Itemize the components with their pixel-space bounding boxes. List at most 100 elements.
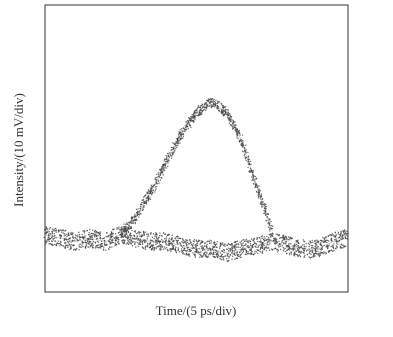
trace-dot [61, 232, 62, 233]
trace-dot [324, 237, 325, 238]
trace-dot [283, 242, 284, 243]
trace-dot [181, 130, 182, 131]
trace-dot [251, 238, 252, 239]
trace-dot [264, 240, 265, 241]
trace-dot [171, 147, 172, 148]
trace-dot [145, 246, 146, 247]
trace-dot [112, 233, 113, 234]
trace-dot [142, 199, 143, 200]
trace-dot [173, 245, 174, 246]
trace-dot [307, 249, 308, 250]
trace-dot [144, 235, 145, 236]
trace-dot [55, 244, 56, 245]
trace-dot [252, 179, 253, 180]
trace-dot [64, 243, 65, 244]
trace-dot [143, 248, 144, 249]
trace-dot [124, 230, 125, 231]
trace-dot [160, 244, 161, 245]
trace-dot [164, 234, 165, 235]
trace-dot [274, 248, 275, 249]
trace-dot [114, 245, 115, 246]
trace-dot [137, 232, 138, 233]
trace-dot [187, 240, 188, 241]
trace-dot [52, 233, 53, 234]
trace-dot [298, 245, 299, 246]
trace-dot [154, 238, 155, 239]
trace-dot [246, 240, 247, 241]
trace-dot [275, 248, 276, 249]
trace-dot [296, 246, 297, 247]
trace-dot [116, 228, 117, 229]
trace-dot [175, 148, 176, 149]
trace-dot [167, 153, 168, 154]
trace-dot [264, 248, 265, 249]
trace-dot [327, 246, 328, 247]
trace-dot [266, 250, 267, 251]
trace-dot [208, 254, 209, 255]
trace-dot [54, 244, 55, 245]
trace-dot [309, 246, 310, 247]
trace-dot [257, 241, 258, 242]
trace-dot [60, 242, 61, 243]
trace-dot [306, 250, 307, 251]
trace-dot [201, 112, 202, 113]
trace-dot [217, 251, 218, 252]
trace-dot [211, 240, 212, 241]
trace-dot [278, 234, 279, 235]
trace-dot [270, 221, 271, 222]
trace-dot [63, 245, 64, 246]
trace-dot [241, 245, 242, 246]
trace-dot [205, 102, 206, 103]
trace-dot [326, 240, 327, 241]
trace-dot [169, 238, 170, 239]
trace-dot [148, 189, 149, 190]
trace-dot [149, 243, 150, 244]
trace-dot [127, 223, 128, 224]
trace-dot [221, 254, 222, 255]
trace-dot [176, 147, 177, 148]
trace-dot [154, 248, 155, 249]
trace-dot [100, 235, 101, 236]
trace-dot [124, 242, 125, 243]
trace-dot [202, 255, 203, 256]
trace-dot [343, 246, 344, 247]
trace-dot [189, 249, 190, 250]
trace-dot [101, 246, 102, 247]
trace-dot [233, 122, 234, 123]
trace-dot [173, 151, 174, 152]
trace-dot [138, 243, 139, 244]
trace-dot [275, 234, 276, 235]
trace-dot [316, 244, 317, 245]
trace-dot [161, 177, 162, 178]
trace-dot [199, 252, 200, 253]
trace-dot [177, 247, 178, 248]
trace-dot [200, 254, 201, 255]
trace-dot [256, 177, 257, 178]
trace-dot [167, 166, 168, 167]
trace-dot [48, 241, 49, 242]
trace-dot [252, 170, 253, 171]
trace-dot [254, 251, 255, 252]
trace-dot [266, 236, 267, 237]
trace-dot [337, 244, 338, 245]
trace-dot [214, 106, 215, 107]
trace-dot [248, 253, 249, 254]
trace-dot [266, 245, 267, 246]
trace-dot [224, 106, 225, 107]
trace-dot [310, 241, 311, 242]
trace-dot [88, 232, 89, 233]
trace-dot [234, 254, 235, 255]
trace-dot [117, 239, 118, 240]
trace-dot [319, 255, 320, 256]
trace-dot [49, 238, 50, 239]
trace-dot [154, 249, 155, 250]
trace-dot [283, 239, 284, 240]
trace-dot [130, 241, 131, 242]
trace-dot [151, 245, 152, 246]
trace-dot [147, 245, 148, 246]
trace-dot [228, 243, 229, 244]
trace-dot [169, 244, 170, 245]
trace-dot [176, 240, 177, 241]
trace-dot [314, 243, 315, 244]
trace-dot [294, 252, 295, 253]
